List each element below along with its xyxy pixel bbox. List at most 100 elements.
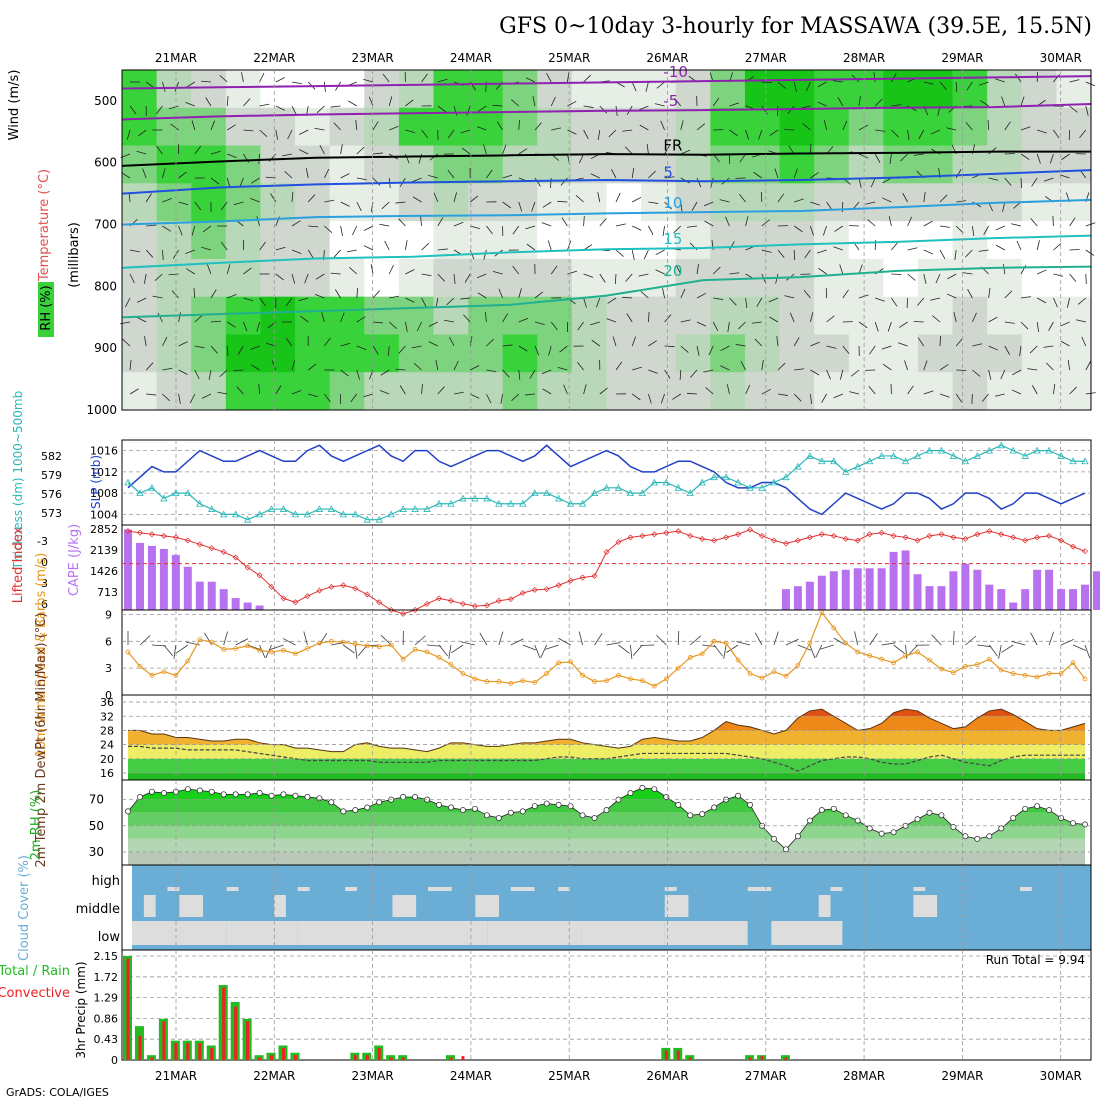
wind-barb (304, 273, 309, 284)
wind-barb (1004, 121, 1011, 131)
wind-speed-point (568, 659, 574, 665)
wind-barb (291, 220, 301, 227)
wind-barb (542, 388, 552, 395)
wind-barb (348, 100, 358, 107)
rh-cell (295, 145, 331, 184)
wind-barb (1020, 153, 1030, 160)
lifted-index-point (304, 593, 311, 600)
rh-cell (779, 334, 815, 373)
lifted-index-point (172, 534, 179, 541)
rh-point (890, 829, 897, 836)
cape-bar (901, 550, 910, 610)
wind-barb (275, 105, 285, 111)
wind-barb (178, 312, 181, 323)
surface-wind-barb (820, 644, 834, 650)
wind-barb (168, 105, 179, 110)
wind-barb (421, 273, 432, 277)
wind-barb (1053, 243, 1062, 251)
wind-barb (923, 81, 934, 85)
wind-barb (712, 321, 719, 332)
wind-barb (1046, 362, 1054, 371)
cape-label: CAPE (J/kg) (67, 524, 82, 596)
surface-wind-barb (869, 633, 878, 646)
wind-barb (955, 393, 963, 403)
rh-cell (675, 183, 711, 222)
wind-speed-point (532, 680, 538, 685)
cape-bar (889, 551, 898, 610)
thickness-point (1081, 457, 1089, 465)
rh-point (974, 835, 981, 842)
lifted-index-point (436, 595, 443, 602)
wind-barb (460, 129, 471, 134)
wind-barb (282, 153, 293, 157)
wind-barb (324, 393, 331, 403)
lifted-index-point (495, 597, 502, 604)
isotherm-label: -10 (663, 63, 688, 81)
thickness-point (243, 515, 252, 523)
wind-speed-point (879, 656, 885, 662)
rh-cell (675, 221, 711, 260)
wind-barb (466, 105, 471, 116)
wind-barb (534, 345, 540, 356)
rh-tick: 70 (89, 793, 104, 807)
rh-cell (917, 107, 954, 147)
wind-barb (142, 168, 147, 179)
wind-speed-point (974, 662, 980, 667)
wind-barb (395, 201, 406, 204)
wind-barb (470, 225, 480, 229)
wind-barb (648, 393, 652, 404)
thickness-point (160, 494, 168, 502)
rh-cell (433, 107, 469, 147)
wind-barb (972, 312, 977, 323)
wind-barb (606, 318, 617, 323)
rh-cell (433, 70, 469, 109)
wind-barb (761, 81, 772, 83)
cloud-mid-gap (818, 895, 831, 917)
rh-cell (848, 183, 884, 222)
wind-barb (136, 150, 147, 155)
wind-barb (583, 273, 594, 278)
rh-cell (952, 70, 988, 109)
wind-barb (525, 77, 536, 83)
rh-point (866, 825, 873, 832)
wind-speed-point (328, 638, 334, 644)
rh-cell (779, 183, 815, 222)
rh-cell (606, 296, 642, 335)
rh-cell (329, 296, 365, 335)
cloud-low-gap (795, 921, 843, 945)
wind-speed-point (795, 663, 801, 668)
wind-barb (646, 144, 649, 155)
wind-speed-point (293, 651, 298, 657)
lifted-index-point (316, 587, 323, 594)
date-label-bottom: 22MAR (253, 1069, 295, 1083)
thickness-point (351, 510, 359, 518)
wind-barb (967, 289, 973, 299)
slp-tick: 1016 (90, 445, 118, 458)
wind-barb (889, 153, 892, 164)
thickness-point (375, 515, 383, 523)
slp-line (127, 444, 1086, 516)
wind-speed-point (843, 640, 849, 646)
wind-barb (1077, 297, 1087, 305)
wind-barb (1037, 269, 1047, 275)
wind-speed-point (161, 669, 167, 675)
cape-bar (829, 571, 838, 610)
date-label-bottom: 27MAR (745, 1069, 787, 1083)
wind-barb (496, 121, 503, 131)
surface-wind-barb (773, 631, 779, 646)
rh-cell (952, 334, 988, 373)
wind-barb (389, 295, 400, 299)
wind-barb (891, 297, 898, 307)
date-label-bottom: 21MAR (155, 1069, 197, 1083)
thickness-point (806, 452, 814, 459)
wind-barb (978, 249, 989, 252)
wind-barb (162, 393, 170, 402)
rh-cell (987, 107, 1023, 147)
wind-speed-point (460, 671, 466, 676)
wind-barb (687, 225, 698, 228)
rh-cell (502, 372, 538, 411)
lifted-index-point (543, 586, 550, 593)
chart-title: GFS 0~10day 3-hourly for MASSAWA (39.5E,… (499, 14, 1092, 39)
rh-cell (571, 70, 607, 109)
thickness-point (519, 499, 527, 507)
